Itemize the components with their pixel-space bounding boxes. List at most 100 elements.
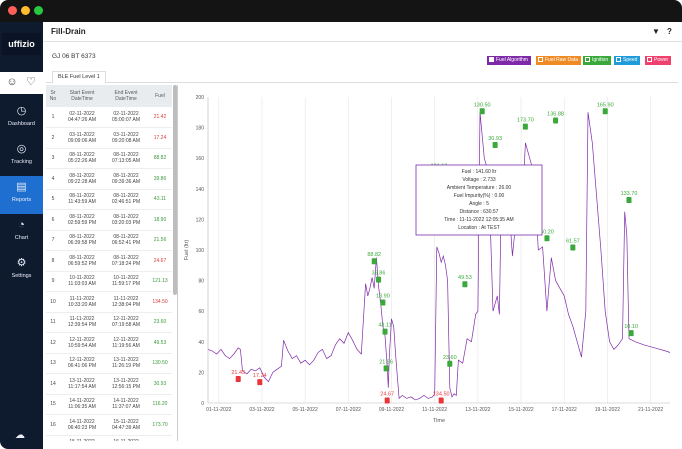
dashboard-icon: ◷ bbox=[16, 105, 27, 117]
cell-text: 4 bbox=[51, 175, 55, 182]
cell-text: 04:47:26 AM bbox=[67, 117, 97, 123]
column-header-fuel[interactable]: Fuel bbox=[148, 85, 172, 107]
table-row[interactable]: 6 08-11-2022 02:59:59 PM 08-11-2022 03:20:03… bbox=[46, 209, 172, 231]
checkbox-icon bbox=[585, 57, 590, 62]
table-scrollbar[interactable] bbox=[173, 85, 177, 295]
table-row[interactable]: 13 12-11-2022 06:41:06 PM 13-11-2022 11:26:1… bbox=[46, 353, 172, 374]
chart-icon: ◔ bbox=[18, 219, 25, 231]
table-row[interactable]: 14 13-11-2022 11:17:54 AM 13-11-2022 12:56:1… bbox=[46, 373, 172, 395]
fill-marker bbox=[570, 244, 576, 251]
cell-text: 08-11-2022 bbox=[69, 213, 95, 220]
checkbox-icon bbox=[647, 57, 652, 62]
table-row[interactable]: 5 08-11-2022 11:43:59 AM 08-11-2022 02:46:51… bbox=[46, 189, 172, 210]
cell-text: 08-11-2022 bbox=[69, 152, 95, 159]
cell-text: 21.56 bbox=[153, 237, 167, 244]
logo: uffizio bbox=[2, 33, 41, 55]
table-row[interactable]: 4 08-11-2022 09:22:28 AM 08-11-2022 09:39:36… bbox=[46, 168, 172, 190]
marker-label: 136.88 bbox=[547, 111, 564, 117]
legend-ignition[interactable]: Ignition bbox=[583, 56, 612, 65]
cell-text: 07:18:24 PM bbox=[111, 260, 141, 267]
sidebar-item-chart[interactable]: ◔ Chart bbox=[0, 214, 43, 252]
cell-text: 8 bbox=[51, 257, 55, 264]
cell-text: 14-11-2022 bbox=[69, 398, 95, 405]
cell-sr-no: 5 bbox=[46, 189, 60, 210]
cell-text: 08-11-2022 bbox=[113, 172, 139, 179]
column-header-sr-no[interactable]: Sr No bbox=[46, 85, 60, 107]
table-row[interactable]: 3 08-11-2022 05:22:26 AM 08-11-2022 07:13:05… bbox=[46, 148, 172, 169]
legend-speed[interactable]: Speed bbox=[614, 56, 641, 65]
x-tick-label: 07-11-2022 bbox=[336, 407, 361, 413]
cell-text: 1 bbox=[51, 114, 55, 120]
table-row[interactable]: 9 10-11-2022 11:03:03 AM 10-11-2022 11:59:17… bbox=[46, 271, 172, 292]
marker-label: 18.90 bbox=[376, 294, 390, 300]
y-tick-label: 200 bbox=[196, 95, 205, 101]
tab-ble-fuel-level-1[interactable]: BLE Fuel Level 1 bbox=[52, 71, 106, 83]
close-window-button[interactable] bbox=[8, 6, 17, 15]
user-icon[interactable]: ☺ bbox=[6, 76, 18, 88]
chat-icon[interactable]: ☁ bbox=[15, 430, 25, 441]
drain-marker bbox=[438, 397, 444, 404]
maximize-window-button[interactable] bbox=[34, 6, 43, 15]
legend-fuel-algorithm[interactable]: Fuel Algorithm bbox=[487, 56, 531, 65]
cell-sr-no: 7 bbox=[46, 230, 60, 251]
cell-text: 134.50 bbox=[152, 298, 168, 305]
x-tick-label: 15-11-2022 bbox=[508, 407, 533, 413]
table-row[interactable]: 7 08-11-2022 06:39:58 PM 08-11-2022 06:52:41… bbox=[46, 230, 172, 251]
table-row[interactable]: 16 14-11-2022 06:40:23 PM 15-11-2022 04:47:3… bbox=[46, 414, 172, 436]
cell-text: 15 bbox=[50, 401, 56, 408]
sidebar-item-tracking[interactable]: ◎ Tracking bbox=[0, 138, 43, 176]
cell-text: 16-11-2022 bbox=[113, 439, 138, 441]
cell-end-datetime: 08-11-2022 06:52:41 PM bbox=[104, 230, 148, 251]
cell-fuel: 24.67 bbox=[148, 250, 172, 272]
table-row[interactable]: 2 03-11-2022 09:09:06 AM 03-11-2022 09:20:08… bbox=[46, 127, 172, 149]
table-row[interactable]: 15 14-11-2022 11:06:35 AM 14-11-2022 11:37:0… bbox=[46, 394, 172, 415]
x-tick-label: 05-11-2022 bbox=[293, 407, 318, 413]
fill-marker bbox=[553, 117, 559, 124]
marker-label: 49.53 bbox=[458, 275, 472, 281]
y-tick-label: 100 bbox=[196, 248, 205, 254]
cell-start-datetime: 12-11-2022 10:59:54 AM bbox=[60, 332, 104, 354]
tab-bar: BLE Fuel Level 1 bbox=[46, 69, 678, 83]
cell-fuel: 40.20 bbox=[148, 435, 172, 441]
cell-end-datetime: 12-11-2022 07:19:58 AM bbox=[104, 312, 148, 333]
chart-svg: 0 20 40 60 80 100 120 140 160 180 200 01-11-2022 03-… bbox=[184, 95, 671, 424]
page-header: Fill-Drain ▼ ? bbox=[43, 22, 682, 42]
cell-text: 5 bbox=[51, 196, 55, 203]
filter-icon[interactable]: ▼ bbox=[652, 27, 660, 36]
table-row[interactable]: 8 08-11-2022 06:59:52 PM 08-11-2022 07:18:24… bbox=[46, 250, 172, 272]
sidebar-item-settings[interactable]: ⚙ Settings bbox=[0, 252, 43, 290]
cell-text: 10-11-2022 bbox=[69, 275, 95, 282]
fill-marker bbox=[447, 360, 453, 367]
table-row[interactable]: 10 11-11-2022 10:33:20 AM 11-11-2022 12:38:0… bbox=[46, 291, 172, 313]
legend-label: Speed bbox=[623, 57, 638, 63]
legend-fuel-raw-data[interactable]: Fuel Raw Data bbox=[536, 56, 582, 65]
cell-end-datetime: 14-11-2022 11:37:07 AM bbox=[104, 394, 148, 415]
cell-text: 116.20 bbox=[152, 401, 168, 408]
cell-text: 11-11-2022 bbox=[69, 295, 95, 302]
cell-end-datetime: 12-11-2022 11:19:56 AM bbox=[104, 332, 148, 354]
cell-start-datetime: 10-11-2022 11:03:03 AM bbox=[60, 271, 104, 292]
table-row[interactable]: 12 12-11-2022 10:59:54 AM 12-11-2022 11:19:5… bbox=[46, 332, 172, 354]
sidebar-item-dashboard[interactable]: ◷ Dashboard bbox=[0, 100, 43, 138]
table-row[interactable]: 11 11-11-2022 12:39:54 PM 12-11-2022 07:19:5… bbox=[46, 312, 172, 333]
table-row[interactable]: 1 02-11-2022 04:47:26 AM 02-11-2022 05:00:07… bbox=[46, 107, 172, 128]
column-header-end[interactable]: End Event DateTime bbox=[104, 85, 148, 107]
column-header-start[interactable]: Start Event DateTime bbox=[60, 85, 104, 107]
x-axis-label: Time bbox=[433, 418, 445, 424]
fill-marker bbox=[626, 197, 632, 204]
legend-label: Ignition bbox=[592, 57, 609, 63]
x-tick-label: 19-11-2022 bbox=[595, 407, 620, 413]
cell-end-datetime: 13-11-2022 12:56:15 PM bbox=[104, 373, 148, 395]
x-tick-label: 21-11-2022 bbox=[638, 407, 663, 413]
drain-marker bbox=[235, 376, 241, 383]
minimize-window-button[interactable] bbox=[21, 6, 30, 15]
events-table: Sr No Start Event DateTime End Event Dat… bbox=[46, 85, 172, 441]
tooltip-line: Time : 11-11-2022 12:05:35 AM bbox=[444, 217, 513, 223]
sidebar-item-reports[interactable]: ▤ Reports bbox=[0, 176, 43, 214]
legend-power[interactable]: Power bbox=[645, 56, 672, 65]
cell-text: 18.90 bbox=[153, 216, 167, 223]
marker-label: 30.93 bbox=[488, 136, 502, 142]
help-icon[interactable]: ? bbox=[667, 27, 672, 36]
bell-icon[interactable]: ♡ bbox=[26, 76, 36, 88]
